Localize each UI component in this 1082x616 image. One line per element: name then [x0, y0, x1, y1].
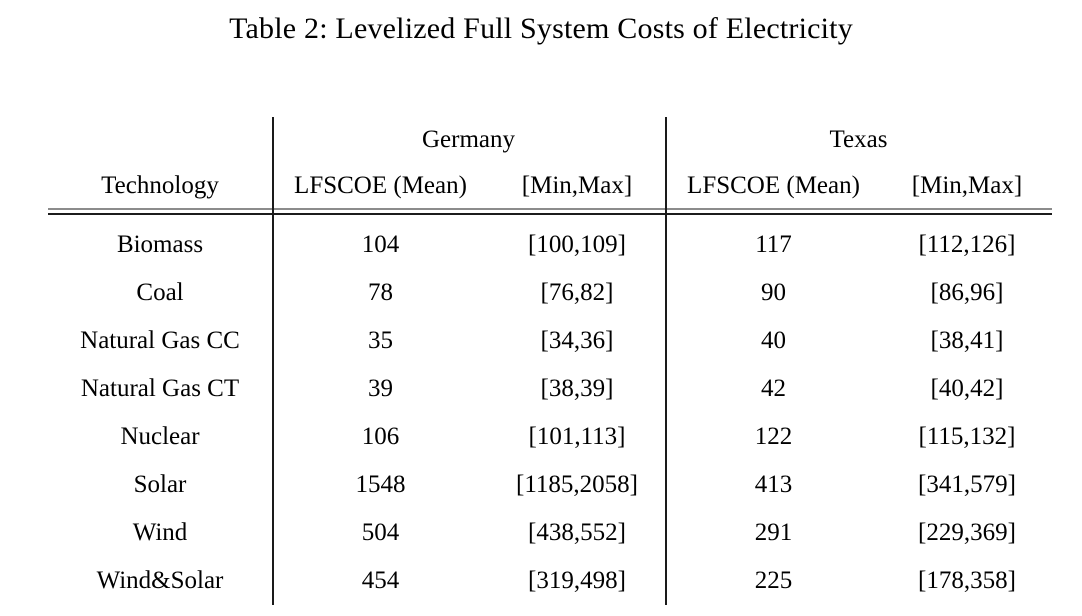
- col-header-technology: Technology: [101, 171, 219, 199]
- germany-mean-cell: 106: [361, 423, 400, 450]
- germany-mean-cell: 39: [368, 375, 393, 402]
- texas-minmax-cell: [115,132]: [918, 423, 1016, 450]
- group-header-texas: Texas: [829, 126, 888, 153]
- germany-mean-cell: 454: [361, 567, 400, 594]
- technology-cell: Natural Gas CC: [80, 327, 240, 354]
- germany-minmax-cell: [101,113]: [528, 423, 626, 450]
- col-header-texas-mean: LFSCOE (Mean): [687, 171, 860, 199]
- texas-mean-cell: 413: [754, 471, 793, 498]
- germany-minmax-cell: [1185,2058]: [516, 471, 638, 498]
- germany-mean-cell: 1548: [355, 471, 406, 498]
- texas-minmax-cell: [341,579]: [918, 471, 1016, 498]
- texas-mean-cell: 117: [755, 231, 792, 258]
- group-header-germany: Germany: [421, 126, 516, 153]
- texas-minmax-cell: [38,41]: [930, 327, 1004, 354]
- technology-cell: Wind&Solar: [96, 567, 224, 594]
- column-divider-left: [272, 117, 274, 605]
- technology-cell: Wind: [132, 519, 188, 546]
- texas-minmax-cell: [40,42]: [930, 375, 1004, 402]
- texas-mean-cell: 42: [761, 375, 786, 402]
- header-empty-cell: [48, 117, 272, 163]
- technology-cell: Solar: [133, 471, 187, 498]
- texas-minmax-cell: [112,126]: [918, 231, 1016, 258]
- technology-cell: Nuclear: [120, 423, 200, 450]
- col-header-texas-minmax: [Min,Max]: [911, 171, 1023, 199]
- texas-minmax-cell: [86,96]: [930, 279, 1004, 306]
- germany-mean-cell: 35: [368, 327, 393, 354]
- column-divider-right: [665, 117, 667, 605]
- table-body: Biomass 104 [100,109] 117 [112,126] Coal…: [48, 221, 1052, 605]
- texas-minmax-cell: [178,358]: [918, 567, 1016, 594]
- table-caption: Table 2: Levelized Full System Costs of …: [229, 12, 853, 45]
- germany-mean-cell: 104: [361, 231, 400, 258]
- germany-minmax-cell: [319,498]: [528, 567, 626, 594]
- technology-cell: Coal: [136, 279, 184, 306]
- germany-minmax-cell: [100,109]: [528, 231, 626, 258]
- texas-mean-cell: 122: [754, 423, 793, 450]
- texas-mean-cell: 291: [754, 519, 793, 546]
- germany-mean-cell: 78: [368, 279, 393, 306]
- germany-minmax-cell: [34,36]: [540, 327, 614, 354]
- texas-mean-cell: 90: [761, 279, 786, 306]
- germany-mean-cell: 504: [361, 519, 400, 546]
- header-double-rule: [48, 208, 1052, 215]
- germany-minmax-cell: [38,39]: [540, 375, 614, 402]
- germany-minmax-cell: [76,82]: [540, 279, 614, 306]
- table-header: Germany Texas Technology LFSCOE (Mean) […: [48, 117, 1052, 208]
- col-header-germany-minmax: [Min,Max]: [521, 171, 633, 199]
- technology-cell: Natural Gas CT: [80, 375, 240, 402]
- technology-cell: Biomass: [116, 231, 204, 258]
- col-header-germany-mean: LFSCOE (Mean): [294, 171, 467, 199]
- texas-mean-cell: 225: [754, 567, 793, 594]
- texas-minmax-cell: [229,369]: [918, 519, 1016, 546]
- texas-mean-cell: 40: [761, 327, 786, 354]
- germany-minmax-cell: [438,552]: [528, 519, 626, 546]
- lfscoe-table: Germany Texas Technology LFSCOE (Mean) […: [48, 117, 1052, 605]
